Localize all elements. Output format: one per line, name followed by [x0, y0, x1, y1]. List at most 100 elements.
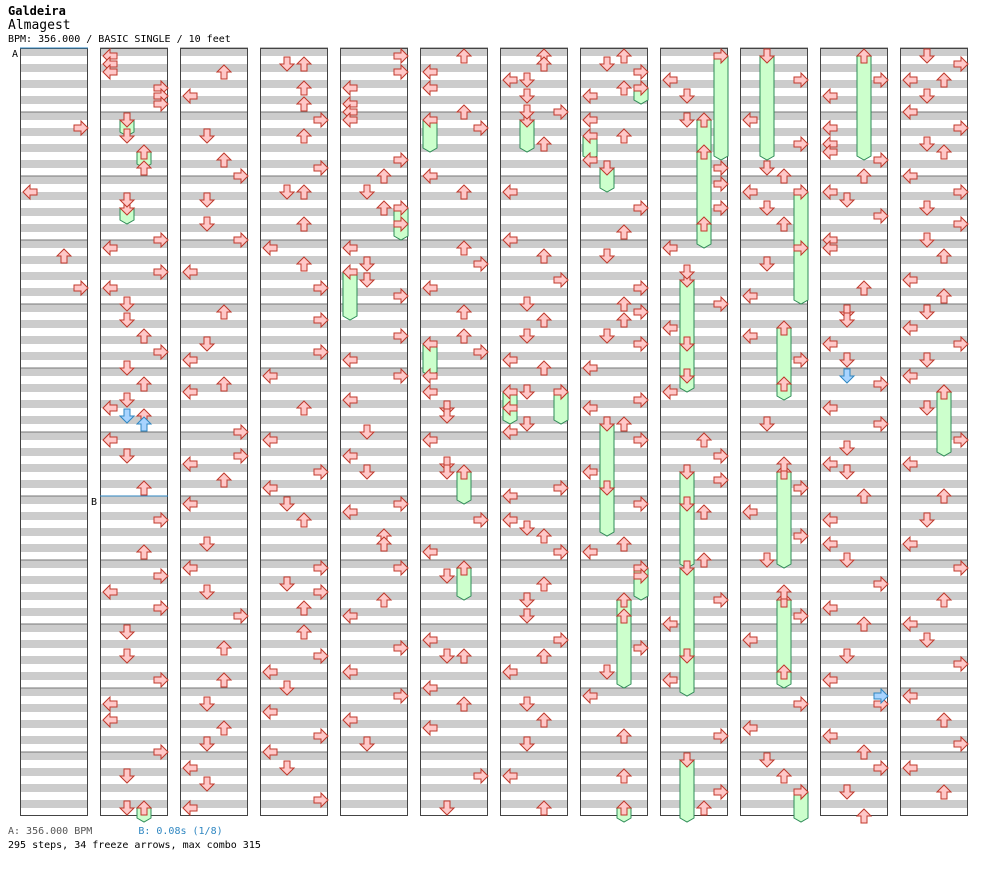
step-arrow — [73, 279, 89, 297]
step-arrow — [278, 760, 296, 776]
step-arrow — [758, 256, 776, 272]
step-arrow — [775, 216, 793, 232]
stripe — [660, 128, 728, 136]
step-arrow — [953, 735, 969, 753]
step-arrow — [375, 168, 393, 184]
step-arrow — [455, 648, 473, 664]
step-arrow — [518, 296, 536, 312]
step-arrow — [918, 48, 936, 64]
step-arrow — [518, 72, 536, 88]
stripe — [420, 64, 488, 72]
stripe — [740, 496, 808, 504]
step-arrow — [153, 567, 169, 585]
step-arrow — [518, 736, 536, 752]
step-arrow — [358, 184, 376, 200]
stripe — [180, 672, 248, 680]
stripe — [100, 528, 168, 536]
stripe — [660, 416, 728, 424]
stripe — [820, 352, 888, 360]
step-arrow — [758, 416, 776, 432]
stripe — [20, 448, 88, 456]
stripe — [260, 624, 328, 632]
stripe — [500, 208, 568, 216]
step-arrow — [215, 672, 233, 688]
stripe — [740, 368, 808, 376]
stripe — [740, 400, 808, 408]
stripe — [260, 496, 328, 504]
step-arrow — [902, 759, 918, 777]
freeze-arrow-head — [615, 592, 633, 608]
step-arrow — [822, 119, 838, 137]
stripe — [180, 64, 248, 72]
freeze-arrow-head — [615, 800, 633, 816]
stripe — [820, 800, 888, 808]
stripe — [900, 448, 968, 456]
step-arrow — [873, 207, 889, 225]
step-arrow — [518, 608, 536, 624]
step-arrow — [278, 680, 296, 696]
step-arrow — [598, 328, 616, 344]
stripe — [340, 112, 408, 120]
step-arrow — [342, 711, 358, 729]
stripe — [660, 160, 728, 168]
step-arrow — [935, 712, 953, 728]
stripe — [500, 368, 568, 376]
step-arrow — [233, 231, 249, 249]
stripe — [580, 208, 648, 216]
stripe — [340, 368, 408, 376]
stripe — [500, 736, 568, 744]
step-arrow — [313, 791, 329, 809]
step-arrow — [118, 392, 136, 408]
step-arrow — [473, 767, 489, 785]
step-arrow — [102, 279, 118, 297]
step-arrow — [793, 351, 809, 369]
step-arrow — [198, 696, 216, 712]
step-arrow — [935, 72, 953, 88]
step-arrow — [358, 464, 376, 480]
stripe — [900, 704, 968, 712]
stripe — [900, 720, 968, 728]
stripe — [900, 384, 968, 392]
stripe — [500, 560, 568, 568]
stripe — [20, 688, 88, 696]
stripe — [660, 448, 728, 456]
stripe — [500, 608, 568, 616]
step-arrow — [873, 575, 889, 593]
stripe — [580, 704, 648, 712]
step-arrow — [615, 416, 633, 432]
stripe — [420, 240, 488, 248]
step-arrow — [902, 103, 918, 121]
step-arrow — [633, 495, 649, 513]
stripe — [260, 272, 328, 280]
stripe — [340, 496, 408, 504]
stripe — [420, 608, 488, 616]
stripe — [260, 656, 328, 664]
stripe — [740, 160, 808, 168]
step-arrow — [313, 343, 329, 361]
stripe — [580, 800, 648, 808]
step-arrow — [662, 383, 678, 401]
step-arrow — [838, 192, 856, 208]
step-arrow — [855, 488, 873, 504]
step-arrow — [678, 368, 696, 384]
stripe — [740, 192, 808, 200]
stripe — [900, 368, 968, 376]
stripe — [340, 560, 408, 568]
stripe — [500, 160, 568, 168]
step-arrow — [822, 183, 838, 201]
step-arrow — [918, 400, 936, 416]
stripe — [260, 192, 328, 200]
stripe — [100, 592, 168, 600]
step-arrow — [153, 511, 169, 529]
stripe — [420, 592, 488, 600]
freeze-arrow-head — [118, 112, 136, 128]
stripe — [660, 208, 728, 216]
step-arrow — [935, 784, 953, 800]
stripe — [20, 304, 88, 312]
stripe — [660, 464, 728, 472]
stripe — [660, 432, 728, 440]
step-arrow — [742, 111, 758, 129]
step-arrow — [935, 288, 953, 304]
step-arrow — [198, 192, 216, 208]
stripe — [100, 640, 168, 648]
